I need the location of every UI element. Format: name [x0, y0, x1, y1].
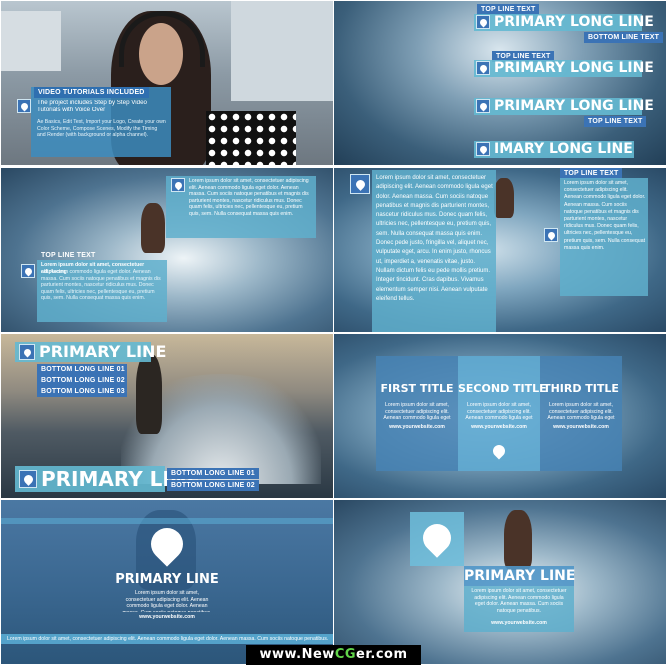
- logo-drop-icon: [350, 174, 370, 194]
- logo-drop-icon: [19, 470, 37, 488]
- p7-top-band: [1, 518, 333, 524]
- preview-panel-tutorials: VIDEO TUTORIALS INCLUDED The project inc…: [1, 1, 333, 165]
- p2-primary-bar-2: [474, 60, 642, 77]
- p4-column-2: [560, 178, 648, 296]
- p5-primary-bottom-bar: [15, 466, 165, 492]
- p2-primary-bar-3: [474, 98, 642, 115]
- p7-website: www.yourwebsite.com: [139, 614, 195, 620]
- p2-primary-4: IMARY LONG LINE: [494, 141, 633, 157]
- preview-panel-columns: Lorem ipsum dolor sit amet, consectetuer…: [334, 168, 666, 332]
- tutorials-card: [31, 87, 171, 157]
- p4-column-1: [372, 170, 496, 332]
- p4-col1-text: Lorem ipsum dolor sit amet, consectetuer…: [376, 175, 493, 302]
- preview-panel-lower-thirds: TOP LINE TEXT PRIMARY LONG LINE BOTTOM L…: [334, 1, 666, 165]
- p3-box2-lead: Lorem ipsum dolor sit amet, consectetuer…: [41, 262, 145, 275]
- logo-drop-icon: [476, 142, 490, 156]
- p7-ticker: Lorem ipsum dolor sit amet, consectetuer…: [7, 636, 329, 642]
- logo-drop-icon: [476, 99, 490, 113]
- p2-top-line-2: TOP LINE TEXT: [492, 51, 555, 62]
- logo-drop-icon: [19, 344, 35, 360]
- preview-panel-surf-titles: PRIMARY LINE BOTTOM LONG LINE 01 BOTTOM …: [1, 334, 333, 498]
- tutorials-body: Ae Basics, Edit Text, Import your Logo, …: [37, 119, 166, 139]
- p6-text-second: Lorem ipsum dolor sit amet, consectetuer…: [465, 402, 533, 422]
- logo-drop-icon: [544, 228, 558, 242]
- p3-text-box-1: [166, 176, 316, 238]
- p2-bottom-line-3: TOP LINE TEXT: [584, 116, 647, 127]
- logo-drop-icon: [17, 99, 31, 113]
- preview-panel-logo-title: PRIMARY LINE Lorem ipsum dolor sit amet,…: [334, 500, 666, 664]
- p8-text: Lorem ipsum dolor sit amet, consectetuer…: [471, 588, 567, 614]
- preview-panel-blue-title: PRIMARY LINE Lorem ipsum dolor sit amet,…: [1, 500, 333, 664]
- surfer-figure: [136, 354, 162, 434]
- p6-title-first: FIRST TITLE: [380, 382, 454, 395]
- logo-drop-icon: [21, 264, 35, 278]
- surfer-figure: [141, 203, 165, 253]
- p3-box2-text: elit. Aenean commodo ligula eget dolor. …: [41, 269, 161, 302]
- p7-title: PRIMARY LINE: [115, 572, 219, 587]
- surfer-figure: [494, 178, 514, 218]
- p4-col2-header: TOP LINE TEXT: [560, 168, 623, 179]
- p8-website: www.yourwebsite.com: [491, 620, 547, 626]
- p2-primary-bar-1: [474, 14, 642, 31]
- p6-column-first: [376, 356, 458, 471]
- p4-col2-text: Lorem ipsum dolor sit amet, consectetuer…: [564, 180, 646, 251]
- tutorials-line-1: The project includes Step by Step Video: [37, 100, 147, 106]
- p3-box2-header: TOP LINE TEXT: [41, 252, 96, 259]
- footer-prefix: www.New: [259, 647, 335, 662]
- p8-title-bar: [464, 566, 574, 586]
- p2-primary-2: PRIMARY LONG LINE: [494, 60, 654, 76]
- p2-primary-3: PRIMARY LONG LINE: [494, 98, 654, 114]
- surfer-figure: [504, 510, 532, 570]
- logo-drop-icon: [171, 178, 185, 192]
- p2-primary-1: PRIMARY LONG LINE: [494, 14, 654, 30]
- p6-text-first: Lorem ipsum dolor sit amet, consectetuer…: [383, 402, 451, 422]
- site-footer-banner: www.NewCGer.com: [246, 645, 421, 665]
- p3-text-box-2: [37, 260, 167, 322]
- p3-box1-text: Lorem ipsum dolor sit amet, consectetuer…: [189, 178, 309, 217]
- p6-website-third: www.yourwebsite.com: [553, 424, 609, 430]
- p5-bottom-line-2: BOTTOM LONG LINE 02: [37, 375, 127, 386]
- headphones: [119, 11, 205, 67]
- p2-bottom-line-1: BOTTOM LINE TEXT: [584, 32, 664, 43]
- preview-panel-three-titles: FIRST TITLE SECOND TITLE THIRD TITLE Lor…: [334, 334, 666, 498]
- tutorials-header: VIDEO TUTORIALS INCLUDED: [34, 87, 149, 98]
- logo-drop-icon: [476, 15, 490, 29]
- p8-title: PRIMARY LINE: [464, 568, 576, 584]
- p6-column-third: [540, 356, 622, 471]
- p2-primary-bar-4: [474, 141, 634, 158]
- footer-accent: CG: [334, 647, 357, 662]
- footer-suffix: er.com: [356, 647, 408, 662]
- p5-primary-top: PRIMARY LINE: [39, 342, 167, 361]
- p5-bottom-b2: BOTTOM LONG LINE 02: [167, 480, 259, 491]
- p6-text-third: Lorem ipsum dolor sit amet, consectetuer…: [547, 402, 615, 422]
- p5-bottom-line-1: BOTTOM LONG LINE 01: [37, 364, 127, 375]
- p8-text-box: [464, 586, 574, 632]
- p6-title-second: SECOND TITLE: [458, 382, 547, 395]
- p5-bottom-b1: BOTTOM LONG LINE 01: [167, 468, 259, 479]
- p6-website-first: www.yourwebsite.com: [389, 424, 445, 430]
- p6-title-third: THIRD TITLE: [543, 382, 619, 395]
- p7-text: Lorem ipsum dolor sit amet, consectetuer…: [122, 590, 211, 612]
- p5-primary-top-bar: [15, 342, 151, 362]
- p2-top-line-1: TOP LINE TEXT: [477, 4, 540, 15]
- p5-bottom-line-3: BOTTOM LONG LINE 03: [37, 386, 127, 397]
- polka-shirt: [206, 111, 296, 165]
- p7-ticker-bar: [1, 634, 333, 644]
- tutorials-line-2: Tutorials with Voice Over: [37, 107, 106, 113]
- logo-drop-icon: [476, 61, 490, 75]
- p6-website-second: www.yourwebsite.com: [471, 424, 527, 430]
- preview-panel-text-boxes: Lorem ipsum dolor sit amet, consectetuer…: [1, 168, 333, 332]
